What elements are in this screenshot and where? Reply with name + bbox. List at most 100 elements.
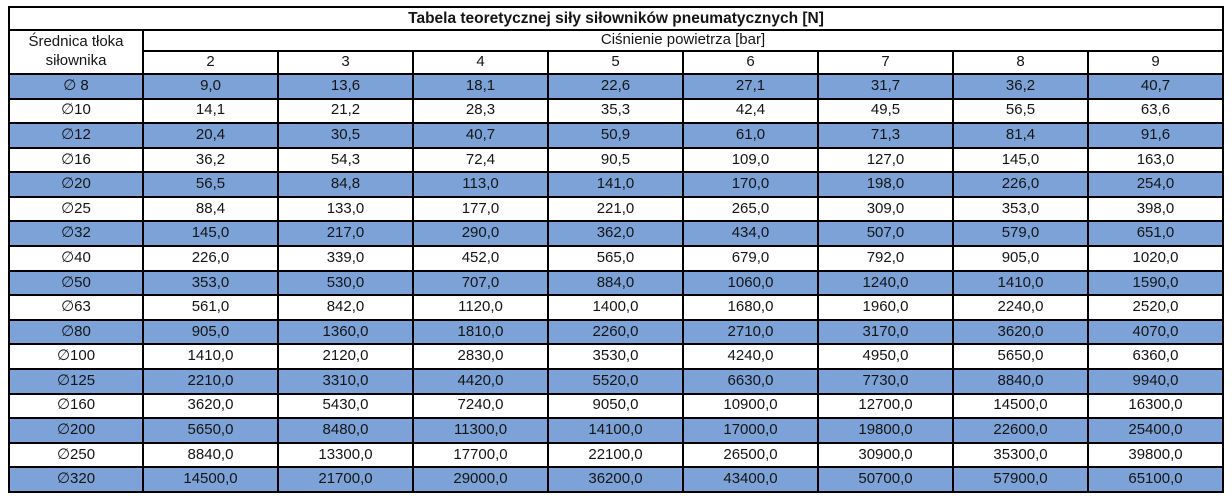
force-value-cell: 217,0 — [277, 220, 414, 248]
force-value-cell: 9050,0 — [547, 392, 684, 420]
force-value-cell: 14500,0 — [142, 466, 279, 493]
force-value-cell: 88,4 — [142, 195, 279, 223]
pressure-column-header: 5 — [547, 50, 684, 75]
diameter-cell: ∅100 — [8, 343, 144, 370]
force-value-cell: 8840,0 — [142, 441, 279, 469]
force-value-cell: 90,5 — [547, 146, 684, 174]
force-value-cell: 362,0 — [547, 220, 684, 248]
force-value-cell: 7240,0 — [412, 392, 549, 420]
force-value-cell: 905,0 — [142, 318, 279, 346]
force-value-cell: 21,2 — [277, 97, 414, 125]
force-value-cell: 31,7 — [817, 73, 954, 100]
table-row: ∅40 226,0 339,0 452,0 565,0 679,0 792,0 905,0 10… — [8, 245, 1224, 272]
force-value-cell: 177,0 — [412, 195, 549, 223]
force-value-cell: 3170,0 — [817, 318, 954, 346]
force-value-cell: 5650,0 — [952, 343, 1089, 370]
diameter-cell: ∅80 — [8, 318, 144, 346]
table-row: ∅16 36,2 54,3 72,4 90,5 109,0 127,0 145,0 163,0 — [8, 146, 1224, 174]
force-value-cell: 72,4 — [412, 146, 549, 174]
force-value-cell: 14,1 — [142, 97, 279, 125]
group-header-row: Średnica tłoka siłownika Ciśnienie powie… — [8, 29, 1224, 75]
force-value-cell: 42,4 — [682, 97, 819, 125]
force-value-cell: 30900,0 — [817, 441, 954, 469]
force-value-cell: 1960,0 — [817, 294, 954, 321]
pressure-column-header: 9 — [1087, 50, 1224, 75]
force-value-cell: 707,0 — [412, 269, 549, 297]
force-value-cell: 18,1 — [412, 73, 549, 100]
force-value-cell: 22100,0 — [547, 441, 684, 469]
force-value-cell: 265,0 — [682, 195, 819, 223]
force-value-cell: 163,0 — [1087, 146, 1224, 174]
force-value-cell: 290,0 — [412, 220, 549, 248]
force-value-cell: 35,3 — [547, 97, 684, 125]
force-value-cell: 145,0 — [952, 146, 1089, 174]
table-row: ∅25 88,4 133,0 177,0 221,0 265,0 309,0 353,0 398… — [8, 195, 1224, 223]
force-value-cell: 3620,0 — [952, 318, 1089, 346]
diameter-cell: ∅250 — [8, 441, 144, 469]
force-value-cell: 339,0 — [277, 245, 414, 272]
force-value-cell: 127,0 — [817, 146, 954, 174]
force-value-cell: 221,0 — [547, 195, 684, 223]
force-value-cell: 40,7 — [412, 122, 549, 149]
force-value-cell: 56,5 — [952, 97, 1089, 125]
force-value-cell: 1810,0 — [412, 318, 549, 346]
force-value-cell: 36200,0 — [547, 466, 684, 493]
force-value-cell: 434,0 — [682, 220, 819, 248]
force-value-cell: 1120,0 — [412, 294, 549, 321]
diameter-cell: ∅16 — [8, 146, 144, 174]
force-value-cell: 198,0 — [817, 171, 954, 198]
force-value-cell: 6360,0 — [1087, 343, 1224, 370]
force-value-cell: 530,0 — [277, 269, 414, 297]
force-value-cell: 2120,0 — [277, 343, 414, 370]
force-value-cell: 6630,0 — [682, 367, 819, 395]
force-value-cell: 84,8 — [277, 171, 414, 198]
force-value-cell: 29000,0 — [412, 466, 549, 493]
force-value-cell: 842,0 — [277, 294, 414, 321]
diameter-cell: ∅320 — [8, 466, 144, 493]
force-value-cell: 226,0 — [142, 245, 279, 272]
force-value-cell: 9940,0 — [1087, 367, 1224, 395]
diameter-cell: ∅ 8 — [8, 73, 144, 100]
force-value-cell: 30,5 — [277, 122, 414, 149]
pressure-column-header: 6 — [682, 50, 819, 75]
force-value-cell: 353,0 — [952, 195, 1089, 223]
force-value-cell: 2520,0 — [1087, 294, 1224, 321]
force-value-cell: 13,6 — [277, 73, 414, 100]
force-value-cell: 1240,0 — [817, 269, 954, 297]
force-value-cell: 254,0 — [1087, 171, 1224, 198]
force-value-cell: 2240,0 — [952, 294, 1089, 321]
diameter-cell: ∅10 — [8, 97, 144, 125]
table-row: ∅63 561,0 842,0 1120,0 1400,0 1680,0 1960,0 224… — [8, 294, 1224, 321]
force-value-cell: 36,2 — [142, 146, 279, 174]
force-value-cell: 25400,0 — [1087, 417, 1224, 444]
force-value-cell: 11300,0 — [412, 417, 549, 444]
force-value-cell: 5650,0 — [142, 417, 279, 444]
table-title: Tabela teoretycznej siły siłowników pneu… — [8, 6, 1224, 31]
table-row: ∅12 20,4 30,5 40,7 50,9 61,0 71,3 81,4 91,6 — [8, 122, 1224, 149]
diameter-cell: ∅20 — [8, 171, 144, 198]
diameter-cell: ∅32 — [8, 220, 144, 248]
table-row: ∅100 1410,0 2120,0 2830,0 3530,0 4240,0 4950,0… — [8, 343, 1224, 370]
pressure-column-header: 2 — [142, 50, 279, 75]
force-value-cell: 792,0 — [817, 245, 954, 272]
force-value-cell: 507,0 — [817, 220, 954, 248]
force-value-cell: 1680,0 — [682, 294, 819, 321]
force-value-cell: 113,0 — [412, 171, 549, 198]
force-value-cell: 565,0 — [547, 245, 684, 272]
pressure-column-header: 8 — [952, 50, 1089, 75]
force-value-cell: 4070,0 — [1087, 318, 1224, 346]
force-value-cell: 4950,0 — [817, 343, 954, 370]
table-row: ∅50 353,0 530,0 707,0 884,0 1060,0 1240,0 1410,… — [8, 269, 1224, 297]
force-value-cell: 4240,0 — [682, 343, 819, 370]
pressure-column-header: 3 — [277, 50, 414, 75]
diameter-cell: ∅63 — [8, 294, 144, 321]
force-value-cell: 65100,0 — [1087, 466, 1224, 493]
force-value-cell: 35300,0 — [952, 441, 1089, 469]
force-value-cell: 22,6 — [547, 73, 684, 100]
force-value-cell: 40,7 — [1087, 73, 1224, 100]
force-value-cell: 50700,0 — [817, 466, 954, 493]
table-row: ∅80 905,0 1360,0 1810,0 2260,0 2710,0 3170,0 36… — [8, 318, 1224, 346]
pneumatic-force-table: Tabela teoretycznej siły siłowników pneu… — [8, 6, 1224, 493]
